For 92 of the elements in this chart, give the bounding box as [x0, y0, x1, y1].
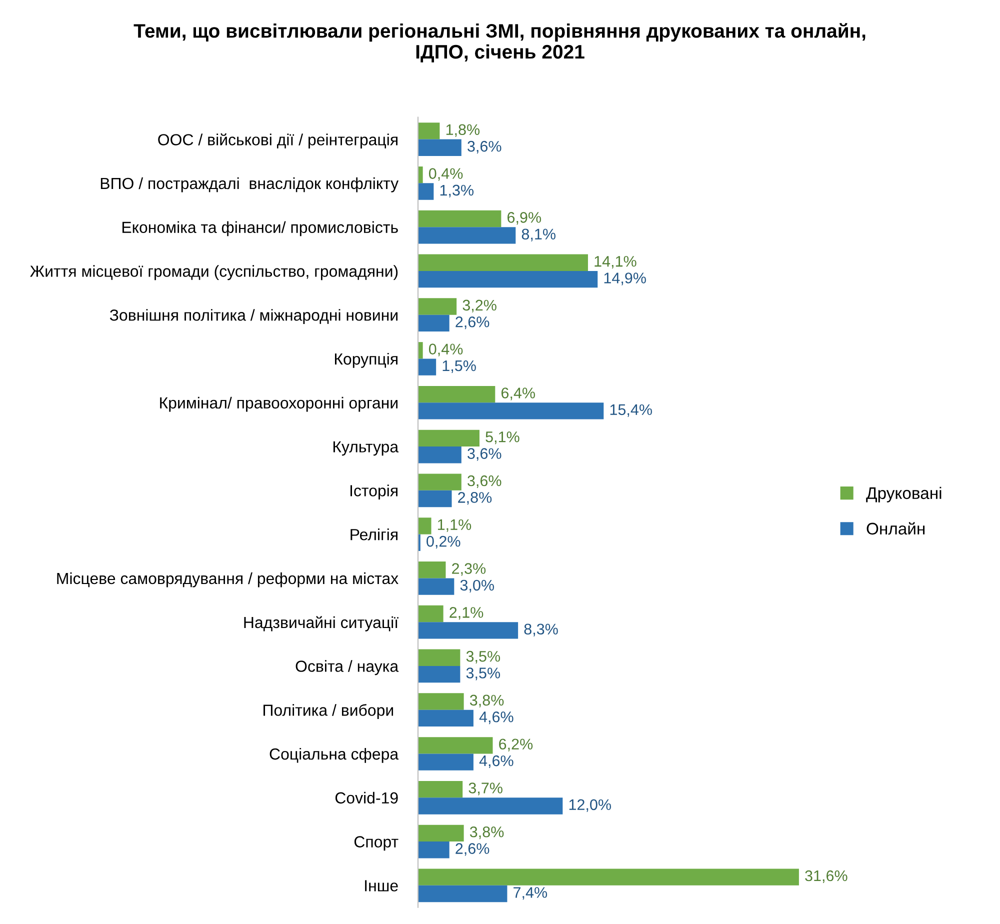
bar	[418, 710, 474, 727]
data-label: 0,4%	[428, 168, 463, 181]
bar	[418, 622, 518, 639]
y-tick-label: Спорт	[354, 836, 398, 851]
y-tick-label: Життя місцевої громади (суспільство, громадяни)	[30, 265, 398, 280]
bar	[418, 342, 423, 359]
bar	[418, 270, 598, 288]
y-tick-label: Соціальна сфера	[270, 748, 399, 763]
bar	[418, 474, 462, 490]
data-label: 8,1%	[522, 228, 556, 242]
data-label: 0,4%	[428, 344, 463, 356]
data-label: 15,4%	[610, 404, 652, 417]
data-label: 2,8%	[458, 492, 492, 505]
y-tick-label: Економіка та фінанси/ промисловість	[122, 221, 398, 236]
data-label: 3,2%	[462, 300, 496, 312]
y-tick-label: Надзвичайні ситуації	[244, 616, 398, 632]
data-label: 7,4%	[514, 887, 548, 900]
data-label: 4,6%	[479, 711, 514, 724]
bar	[418, 737, 493, 754]
data-label: 2,3%	[452, 563, 486, 576]
bar	[418, 824, 464, 842]
y-tick-label: Корупція	[334, 352, 398, 368]
bar	[418, 649, 460, 666]
y-tick-label: ВПО / постраждалі внаслідок конфлікту	[100, 177, 399, 192]
bar	[418, 842, 450, 858]
data-label: 31,6%	[805, 870, 848, 883]
data-label: 1,8%	[446, 124, 480, 137]
bar	[418, 210, 502, 228]
bar	[418, 254, 588, 271]
bar	[418, 183, 434, 200]
bar	[418, 446, 462, 464]
bar	[418, 314, 450, 332]
bar	[418, 780, 463, 798]
data-label: 12,0%	[569, 799, 611, 812]
legend-label: Друковані	[866, 486, 942, 502]
bar	[418, 798, 563, 814]
y-tick-label: ООС / військові дії / реінтеграція	[158, 133, 398, 149]
data-label: 1,5%	[442, 360, 476, 373]
data-label: 6,2%	[499, 738, 533, 752]
data-label: 2,6%	[456, 316, 490, 330]
data-label: 2,1%	[450, 607, 484, 620]
y-tick-label: Історія	[350, 484, 398, 500]
bar	[418, 868, 799, 886]
bar	[418, 578, 454, 595]
data-label: 3,6%	[468, 140, 502, 154]
data-label: 3,8%	[470, 694, 504, 708]
bar	[418, 754, 474, 770]
bar	[418, 122, 440, 140]
bar	[418, 562, 446, 578]
data-label: 3,5%	[466, 650, 500, 664]
data-label: 4,6%	[479, 755, 514, 768]
data-label: 14,9%	[604, 272, 646, 286]
y-tick-label: Політика / вибори	[264, 704, 394, 720]
data-label: 8,3%	[524, 624, 558, 636]
data-label: 3,5%	[466, 668, 500, 680]
data-label: 3,7%	[468, 782, 502, 796]
data-label: 3,0%	[460, 580, 494, 592]
bar	[418, 693, 464, 710]
chart-title: Теми, що висвітлювали регіональні ЗМІ, порівняння друкованих та онлайн, ІДПО, січень 2021	[134, 23, 866, 62]
y-tick-label: Covid-19	[335, 792, 398, 804]
bar	[418, 666, 460, 683]
data-label: 1,3%	[440, 184, 474, 198]
bar	[418, 298, 457, 315]
data-label: 0,2%	[426, 536, 460, 549]
y-tick-label: Зовнішня політика / міжнародні новини	[110, 309, 398, 324]
data-label: 14,1%	[594, 256, 636, 269]
data-label: 6,4%	[501, 388, 535, 400]
legend-label: Онлайн	[866, 522, 925, 535]
y-tick-label: Інше	[365, 880, 398, 892]
bar	[418, 885, 508, 902]
y-tick-label: Місцеве самоврядування / реформи на містах	[57, 572, 398, 588]
y-tick-label: Культура	[333, 441, 399, 456]
bar	[418, 166, 423, 184]
data-label: 1,1%	[438, 519, 472, 532]
data-label: 3,6%	[468, 475, 502, 488]
data-label: 5,1%	[486, 432, 520, 444]
y-tick-label: Кримінал/ правоохоронні органи	[160, 396, 398, 412]
bar	[418, 430, 480, 447]
bar	[418, 386, 496, 403]
bar	[418, 490, 452, 508]
y-tick-label: Освіта / наука	[296, 660, 399, 676]
bar	[418, 402, 604, 420]
data-label: 3,8%	[470, 826, 504, 840]
y-tick-label: Релігія	[350, 528, 398, 540]
data-label: 2,6%	[456, 843, 490, 856]
bar	[418, 139, 462, 156]
data-label: 3,6%	[468, 448, 502, 461]
bar	[418, 358, 436, 376]
data-label: 6,9%	[508, 212, 542, 225]
bar	[418, 605, 444, 622]
bar	[418, 518, 432, 534]
bar	[418, 227, 516, 244]
